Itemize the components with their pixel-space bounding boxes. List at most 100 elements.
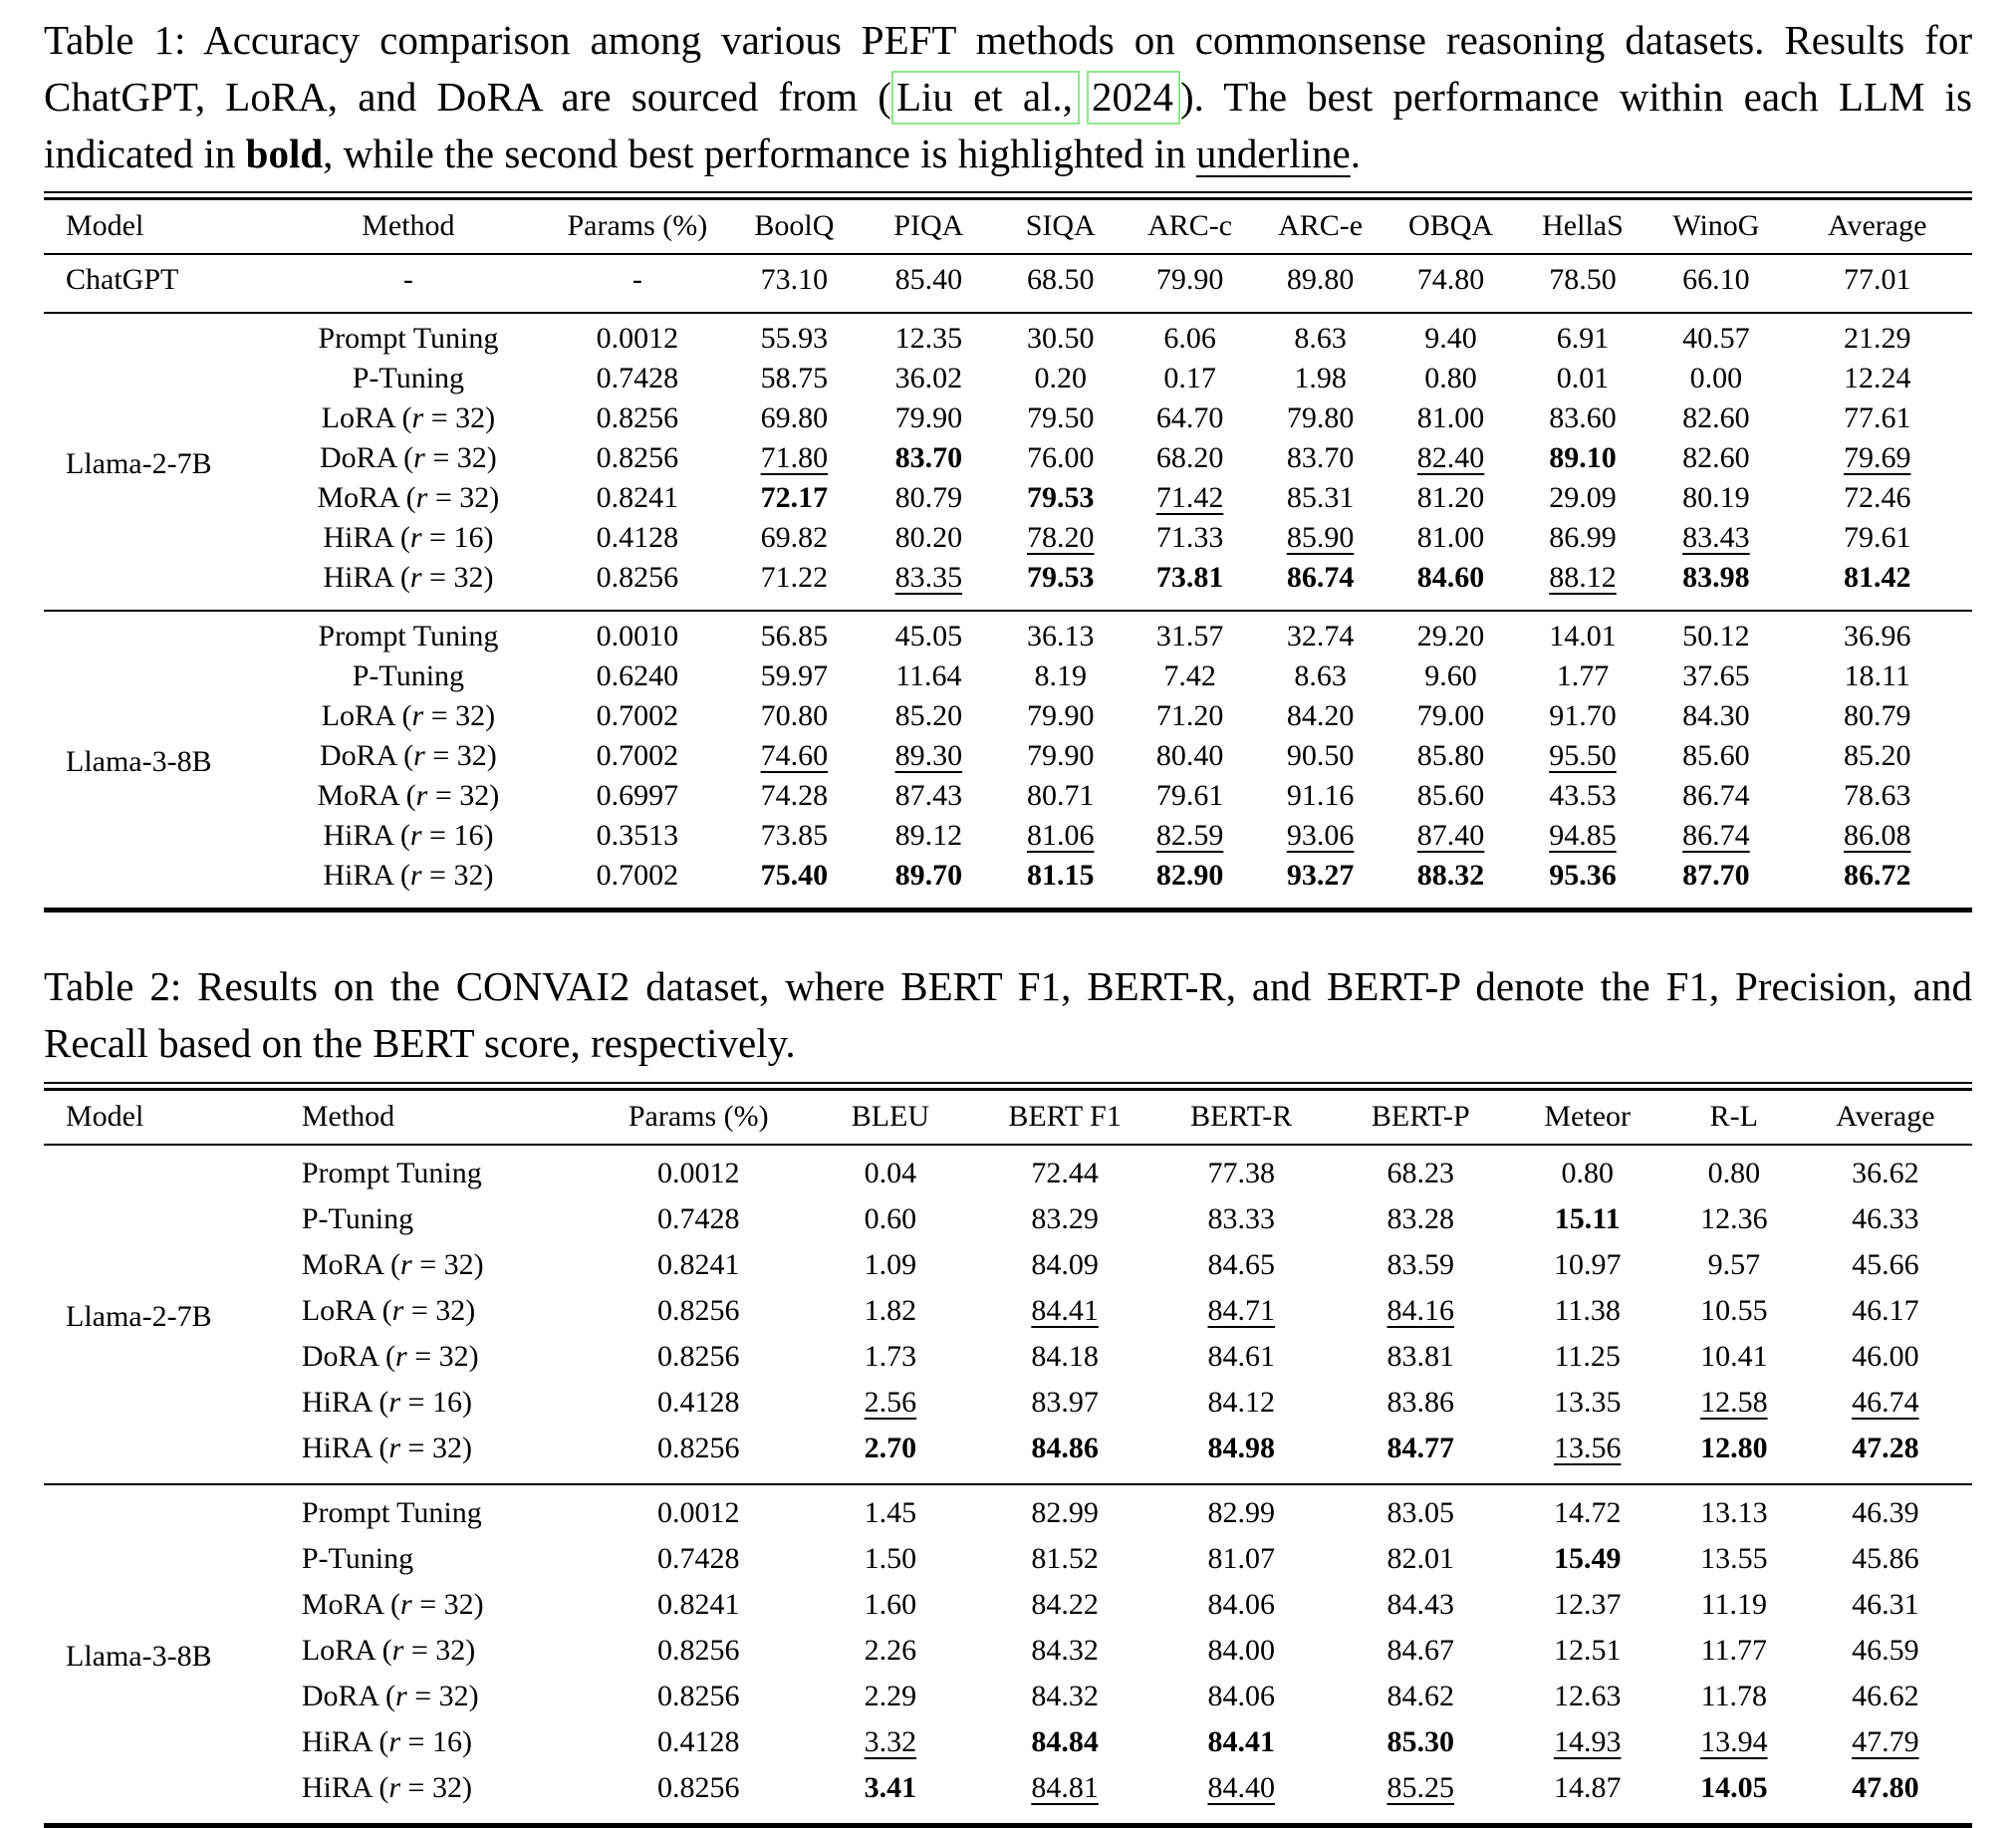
value-cell: 83.59: [1386, 1248, 1455, 1281]
value-cell: 84.71: [1207, 1294, 1275, 1327]
value-cell: 71.22: [760, 561, 829, 594]
value-cell: 12.36: [1700, 1202, 1768, 1235]
value-cell: 79.61: [1843, 521, 1911, 554]
value-cell: 0.17: [1163, 362, 1216, 394]
value-cell: 14.01: [1549, 620, 1617, 653]
value-cell: 0.7002: [596, 739, 679, 772]
value-cell: 0.7428: [657, 1202, 740, 1235]
column-header-arc-e: ARC-e: [1278, 209, 1364, 242]
value-cell: 14.05: [1700, 1771, 1768, 1804]
value-cell: 32.74: [1286, 620, 1355, 653]
method-cell: P-Tuning: [301, 1202, 414, 1235]
value-cell: 12.80: [1700, 1432, 1768, 1464]
value-cell: 1.98: [1294, 362, 1347, 394]
value-cell: 91.16: [1286, 779, 1355, 812]
value-cell: 0.8256: [657, 1771, 740, 1804]
table-row: MoRA (r = 32) 0.6997 74.28 87.43 80.71 79.61 9…: [44, 776, 1972, 816]
table1-bottom-rule: [44, 908, 1972, 913]
value-cell: 85.20: [894, 699, 963, 732]
value-cell: 78.20: [1026, 521, 1095, 554]
value-cell: 2.70: [864, 1432, 917, 1464]
citation-link-year[interactable]: 2024: [1086, 71, 1180, 125]
method-cell: DoRA (r = 32): [301, 1680, 479, 1712]
table-row: LoRA (r = 32) 0.7002 70.80 85.20 79.90 71.20 8…: [44, 696, 1972, 736]
model-group: Llama-2-7B Prompt Tuning 0.0012 55.93 12.35 3…: [44, 313, 1972, 611]
value-cell: 1.60: [864, 1588, 917, 1621]
table-row: P-Tuning 0.6240 59.97 11.64 8.19 7.42 8.63 9.60…: [44, 656, 1972, 696]
table1-caption-text: ). The best performance within each LLM …: [44, 74, 1972, 176]
column-header-params-: Params (%): [567, 209, 708, 242]
value-cell: 84.30: [1682, 699, 1750, 732]
method-cell: -: [402, 263, 413, 296]
method-cell: HiRA (r = 32): [301, 1432, 472, 1464]
value-cell: 70.80: [760, 699, 829, 732]
value-cell: 75.40: [760, 859, 829, 892]
citation-link-author[interactable]: Liu et al.,: [890, 71, 1080, 125]
value-cell: 83.05: [1386, 1496, 1455, 1529]
value-cell: 0.8241: [596, 481, 679, 514]
value-cell: 81.00: [1416, 521, 1485, 554]
value-cell: 47.28: [1852, 1432, 1919, 1464]
value-cell: 84.32: [1031, 1634, 1099, 1667]
value-cell: 36.02: [894, 362, 963, 394]
model-group: Llama-3-8B Prompt Tuning 0.0010 56.85 45.05 3…: [44, 611, 1972, 908]
value-cell: 95.36: [1549, 859, 1617, 892]
value-cell: 79.50: [1026, 401, 1095, 434]
value-cell: 80.20: [894, 521, 963, 554]
value-cell: 94.85: [1549, 819, 1617, 852]
value-cell: 18.11: [1844, 659, 1910, 692]
value-cell: 82.01: [1386, 1542, 1455, 1575]
method-cell: LoRA (r = 32): [301, 1294, 476, 1327]
value-cell: 72.44: [1031, 1157, 1099, 1189]
value-cell: 86.08: [1843, 819, 1911, 852]
value-cell: 83.60: [1549, 401, 1617, 434]
column-header-arc-c: ARC-c: [1147, 209, 1233, 242]
value-cell: 81.42: [1843, 561, 1911, 594]
value-cell: 0.7002: [596, 859, 679, 892]
table-row: P-Tuning 0.7428 1.50 81.52 81.07 82.01 15.49 13…: [44, 1536, 1972, 1582]
value-cell: 46.59: [1852, 1634, 1919, 1667]
table-row: HiRA (r = 32) 0.8256 3.41 84.81 84.40 85.25 14…: [44, 1765, 1972, 1823]
table-row: DoRA (r = 32) 0.7002 74.60 89.30 79.90 80.40 9…: [44, 736, 1972, 776]
value-cell: 45.66: [1852, 1248, 1919, 1281]
value-cell: 89.80: [1286, 263, 1355, 296]
model-group: ChatGPT - - 73.10 85.40 68.50 79.90 89.80 74.80 7…: [44, 254, 1972, 313]
value-cell: 10.97: [1553, 1248, 1622, 1281]
table2-caption: Table 2: Results on the CONVAI2 dataset,…: [44, 958, 1972, 1072]
method-cell: P-Tuning: [352, 659, 465, 692]
value-cell: 84.20: [1286, 699, 1355, 732]
value-cell: 79.90: [1026, 739, 1095, 772]
table-row: LoRA (r = 32) 0.8256 2.26 84.32 84.00 84.67 12…: [44, 1628, 1972, 1674]
value-cell: 2.29: [864, 1680, 917, 1712]
value-cell: 84.62: [1386, 1680, 1455, 1712]
value-cell: 85.60: [1682, 739, 1750, 772]
value-cell: 46.39: [1852, 1496, 1919, 1529]
value-cell: 1.77: [1556, 659, 1610, 692]
value-cell: 10.55: [1700, 1294, 1768, 1327]
column-header-hellas: HellaS: [1542, 209, 1624, 242]
value-cell: 0.01: [1556, 362, 1610, 394]
column-header-method: Method: [362, 209, 455, 242]
value-cell: 88.12: [1549, 561, 1617, 594]
value-cell: 83.70: [1286, 441, 1355, 474]
value-cell: 84.43: [1386, 1588, 1455, 1621]
value-cell: 11.38: [1554, 1294, 1621, 1327]
value-cell: 0.80: [1424, 362, 1477, 394]
value-cell: 45.86: [1852, 1542, 1919, 1575]
value-cell: 36.62: [1852, 1157, 1919, 1189]
value-cell: 47.79: [1852, 1725, 1919, 1758]
value-cell: 84.81: [1031, 1771, 1099, 1804]
column-header-model: Model: [66, 209, 144, 242]
column-header-model: Model: [66, 1100, 144, 1133]
header-row: Model Method Params (%) BLEU BERT F1 BERT-R BE…: [44, 1091, 1972, 1145]
value-cell: 74.80: [1416, 263, 1485, 296]
method-cell: MoRA (r = 32): [301, 1588, 484, 1621]
value-cell: 74.60: [760, 739, 829, 772]
value-cell: 12.37: [1553, 1588, 1622, 1621]
value-cell: 12.58: [1700, 1386, 1768, 1419]
column-header-params-: Params (%): [628, 1100, 769, 1133]
value-cell: 78.63: [1843, 779, 1911, 812]
table-row: HiRA (r = 32) 0.8256 71.22 83.35 79.53 73.81 8…: [44, 558, 1972, 611]
value-cell: 86.74: [1682, 779, 1750, 812]
